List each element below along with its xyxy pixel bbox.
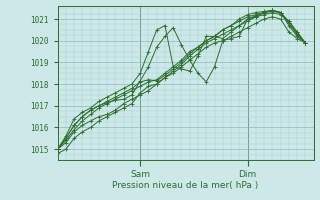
X-axis label: Pression niveau de la mer( hPa ): Pression niveau de la mer( hPa ) bbox=[112, 181, 259, 190]
